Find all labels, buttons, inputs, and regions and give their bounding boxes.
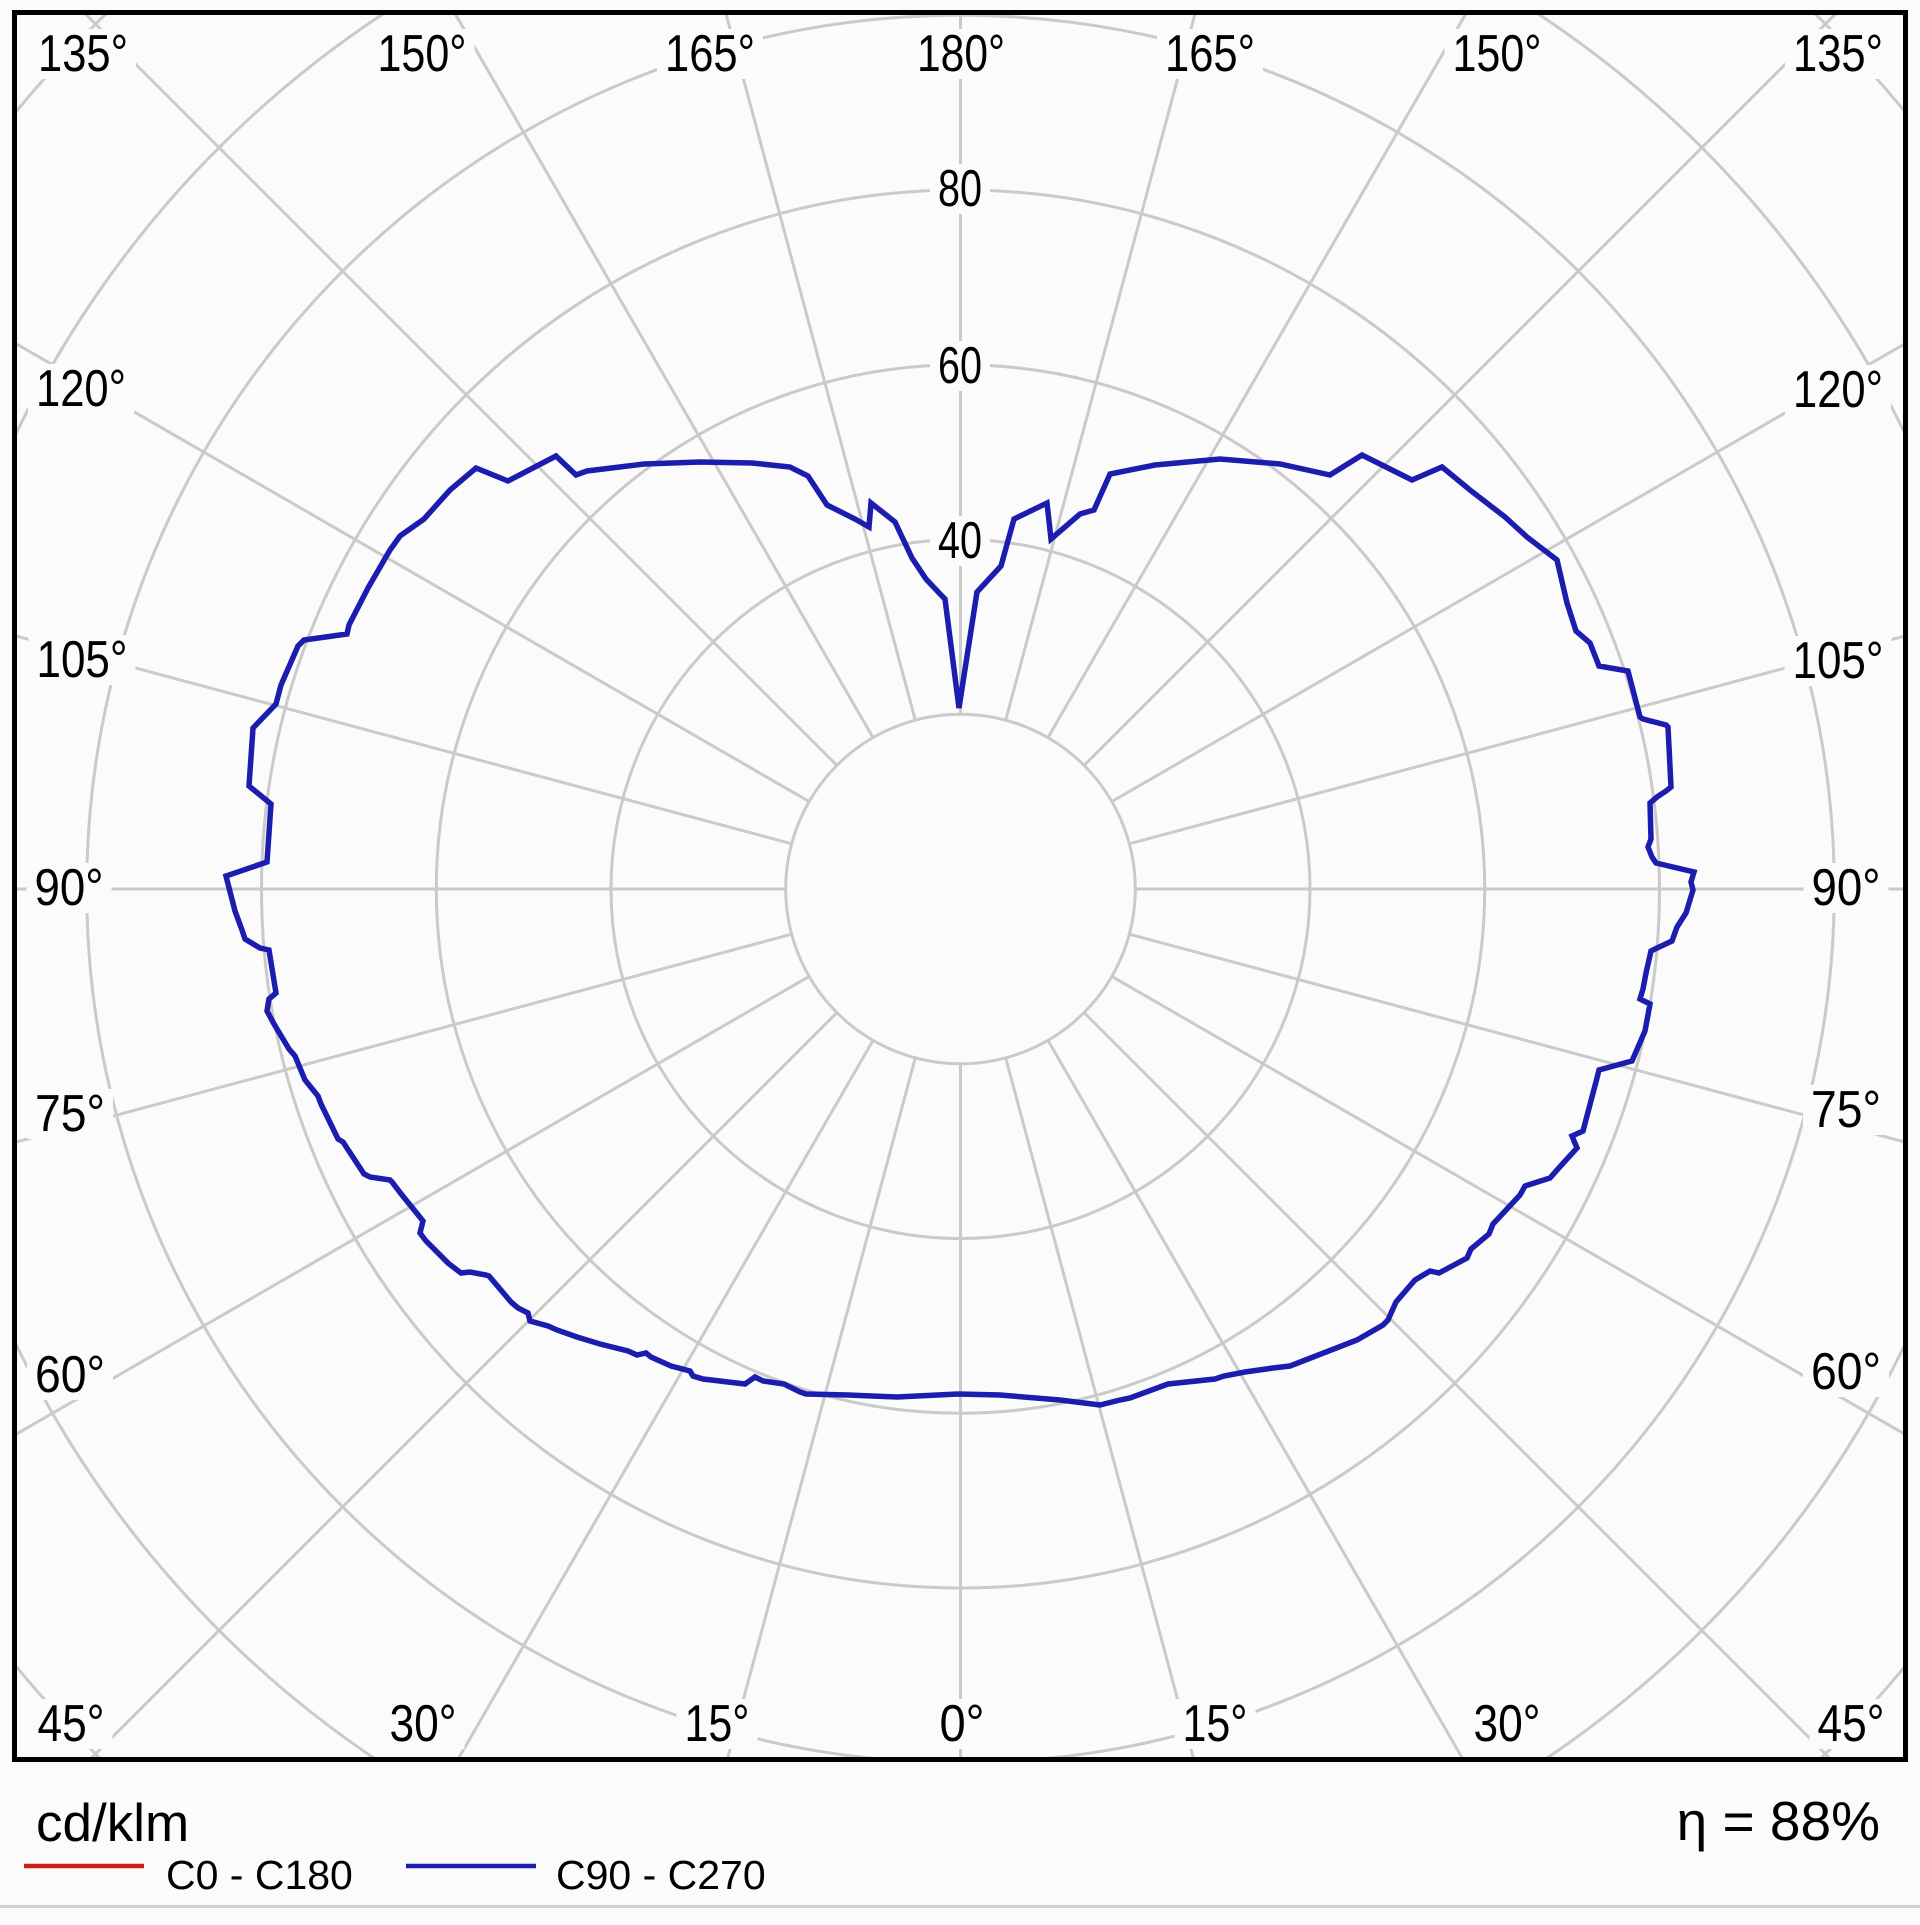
svg-text:15°: 15° <box>685 1695 750 1753</box>
svg-text:135°: 135° <box>38 25 128 83</box>
svg-text:90°: 90° <box>1812 859 1881 917</box>
svg-text:C0 - C180: C0 - C180 <box>166 1852 353 1898</box>
svg-text:80: 80 <box>938 160 982 218</box>
svg-text:C90 - C270: C90 - C270 <box>556 1852 766 1898</box>
svg-text:60: 60 <box>938 337 982 395</box>
svg-text:30°: 30° <box>390 1695 457 1753</box>
svg-text:150°: 150° <box>378 25 467 83</box>
svg-text:cd/klm: cd/klm <box>36 1794 189 1853</box>
svg-text:η = 88%: η = 88% <box>1677 1790 1880 1852</box>
svg-text:60°: 60° <box>35 1346 105 1404</box>
svg-text:150°: 150° <box>1453 25 1542 83</box>
svg-text:120°: 120° <box>36 360 126 418</box>
svg-text:105°: 105° <box>1793 632 1884 690</box>
svg-text:45°: 45° <box>1818 1695 1885 1753</box>
svg-text:75°: 75° <box>35 1085 105 1143</box>
svg-text:120°: 120° <box>1793 361 1883 419</box>
svg-text:30°: 30° <box>1474 1695 1541 1753</box>
svg-text:60°: 60° <box>1811 1343 1881 1401</box>
svg-text:15°: 15° <box>1183 1695 1248 1753</box>
svg-text:105°: 105° <box>37 631 128 689</box>
svg-text:165°: 165° <box>1165 25 1255 83</box>
svg-text:180°: 180° <box>917 25 1005 83</box>
svg-text:0°: 0° <box>940 1695 985 1753</box>
svg-text:75°: 75° <box>1811 1081 1881 1139</box>
svg-text:135°: 135° <box>1793 25 1883 83</box>
svg-text:165°: 165° <box>665 25 755 83</box>
svg-text:90°: 90° <box>35 859 104 917</box>
svg-text:45°: 45° <box>38 1695 105 1753</box>
svg-text:40: 40 <box>938 512 982 570</box>
